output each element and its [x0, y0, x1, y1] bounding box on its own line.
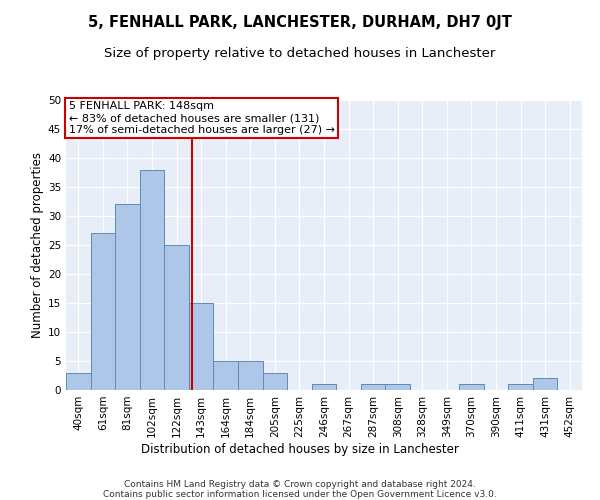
Bar — [189, 303, 214, 390]
Bar — [164, 245, 189, 390]
Bar — [361, 384, 385, 390]
Text: 5, FENHALL PARK, LANCHESTER, DURHAM, DH7 0JT: 5, FENHALL PARK, LANCHESTER, DURHAM, DH7… — [88, 15, 512, 30]
Bar — [140, 170, 164, 390]
Bar — [459, 384, 484, 390]
Bar — [385, 384, 410, 390]
Bar — [312, 384, 336, 390]
Text: Distribution of detached houses by size in Lanchester: Distribution of detached houses by size … — [141, 442, 459, 456]
Text: Contains HM Land Registry data © Crown copyright and database right 2024.
Contai: Contains HM Land Registry data © Crown c… — [103, 480, 497, 500]
Y-axis label: Number of detached properties: Number of detached properties — [31, 152, 44, 338]
Text: Size of property relative to detached houses in Lanchester: Size of property relative to detached ho… — [104, 48, 496, 60]
Bar — [263, 372, 287, 390]
Bar — [66, 372, 91, 390]
Bar — [508, 384, 533, 390]
Bar — [115, 204, 140, 390]
Bar — [91, 234, 115, 390]
Bar — [533, 378, 557, 390]
Bar — [214, 361, 238, 390]
Text: 5 FENHALL PARK: 148sqm
← 83% of detached houses are smaller (131)
17% of semi-de: 5 FENHALL PARK: 148sqm ← 83% of detached… — [68, 102, 335, 134]
Bar — [238, 361, 263, 390]
